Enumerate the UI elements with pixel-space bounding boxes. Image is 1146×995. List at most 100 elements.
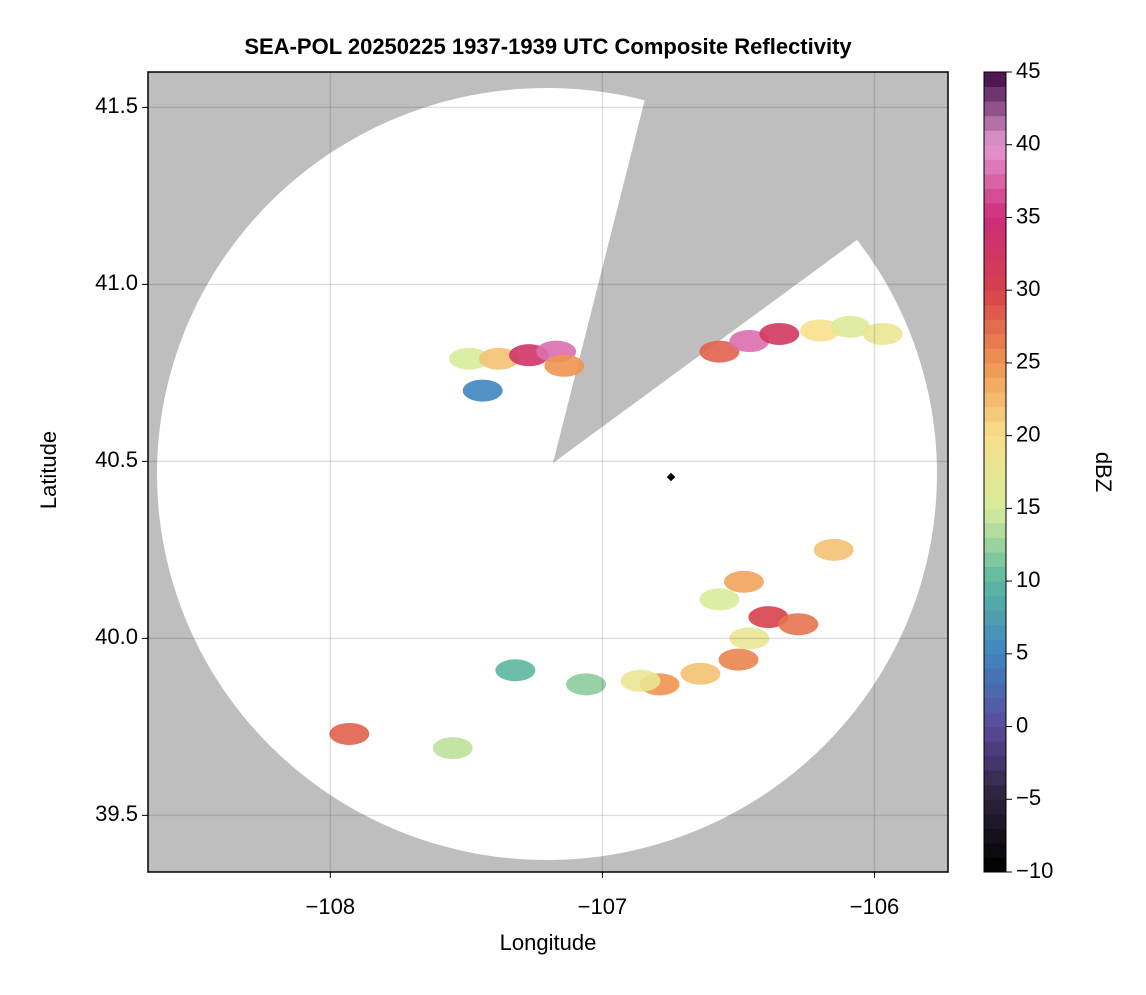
blocked-sector [553,72,948,463]
colorbar-tick-label: −5 [1016,785,1041,810]
colorbar-tick-label: 15 [1016,494,1040,519]
echo-cell [862,322,903,345]
colorbar-band [984,799,1006,815]
colorbar-band [984,712,1006,728]
y-tick-label: 41.0 [95,270,138,295]
chart-title: SEA-POL 20250225 1937-1939 UTC Composite… [244,34,852,59]
colorbar-band [984,450,1006,466]
colorbar-band [984,232,1006,248]
y-tick-label: 39.5 [95,801,138,826]
y-tick-label: 41.5 [95,93,138,118]
colorbar-band [984,435,1006,451]
echo-cell [566,673,607,696]
y-tick-label: 40.0 [95,624,138,649]
colorbar-frame [983,71,1007,873]
colorbar-band [984,610,1006,626]
colorbar-band [984,101,1006,117]
colorbar-band [984,741,1006,757]
colorbar-band [984,857,1006,873]
echo-cell [432,737,473,760]
colorbar-tick-label: 40 [1016,131,1040,156]
colorbar-band [984,508,1006,524]
grid [148,72,948,872]
colorbar-band [984,173,1006,189]
colorbar-band [984,522,1006,538]
colorbar-band [984,668,1006,684]
echo-cell [462,379,503,402]
colorbar-band [984,697,1006,713]
colorbar [984,72,1006,873]
echoes [329,315,903,760]
colorbar-tick-label: −10 [1016,858,1053,883]
colorbar-band [984,842,1006,858]
colorbar-band [984,755,1006,771]
x-tick-label: −106 [850,894,900,919]
echo-cell [729,330,770,353]
y-axis-label: Latitude [36,431,61,509]
colorbar-band [984,581,1006,597]
colorbar-band [984,130,1006,146]
y-tick-label: 40.5 [95,447,138,472]
colorbar-tick-label: 0 [1016,712,1028,737]
colorbar-band [984,595,1006,611]
colorbar-tick-label: 35 [1016,203,1040,228]
colorbar-band [984,464,1006,480]
echo-cell [449,347,490,370]
colorbar-band [984,319,1006,335]
colorbar-band [984,261,1006,277]
colorbar-band [984,304,1006,320]
colorbar-band [984,552,1006,568]
colorbar-band [984,144,1006,160]
colorbar-band [984,333,1006,349]
colorbar-band [984,217,1006,233]
x-axis-label: Longitude [500,930,597,955]
colorbar-band [984,246,1006,262]
colorbar-tick-label: 30 [1016,276,1040,301]
x-tick-label: −107 [578,894,628,919]
colorbar-band [984,828,1006,844]
colorbar-band [984,479,1006,495]
echo-cell [620,669,661,692]
echo-cell [495,659,536,682]
colorbar-tick-label: 25 [1016,349,1040,374]
radar-site [666,472,676,482]
colorbar-band [984,72,1006,88]
x-tick-label: −108 [306,894,356,919]
colorbar-band [984,290,1006,306]
colorbar-band [984,202,1006,218]
colorbar-band [984,377,1006,393]
colorbar-band [984,86,1006,102]
echo-cell [479,347,520,370]
echo-cell [830,315,871,338]
colorbar-band [984,624,1006,640]
echo-cell [544,354,585,377]
echo-cell [759,322,800,345]
colorbar-band [984,653,1006,669]
echo-cell [680,662,721,685]
colorbar-band [984,639,1006,655]
colorbar-band [984,682,1006,698]
colorbar-band [984,813,1006,829]
map-area [148,72,948,872]
colorbar-band [984,726,1006,742]
colorbar-band [984,406,1006,422]
colorbar-band [984,348,1006,364]
colorbar-tick-label: 20 [1016,421,1040,446]
colorbar-band [984,493,1006,509]
echo-cell [729,627,770,650]
colorbar-band [984,566,1006,582]
echo-cell [329,722,370,745]
plot-frame [147,71,949,873]
colorbar-band [984,537,1006,553]
echo-cell [778,613,819,636]
colorbar-band [984,362,1006,378]
colorbar-band [984,115,1006,131]
colorbar-tick-label: 5 [1016,640,1028,665]
echo-cell [748,606,789,629]
echo-cell [723,570,764,593]
echo-cell [813,538,854,561]
colorbar-band [984,159,1006,175]
echo-cell [800,319,841,342]
colorbar-tick-label: 45 [1016,58,1040,83]
